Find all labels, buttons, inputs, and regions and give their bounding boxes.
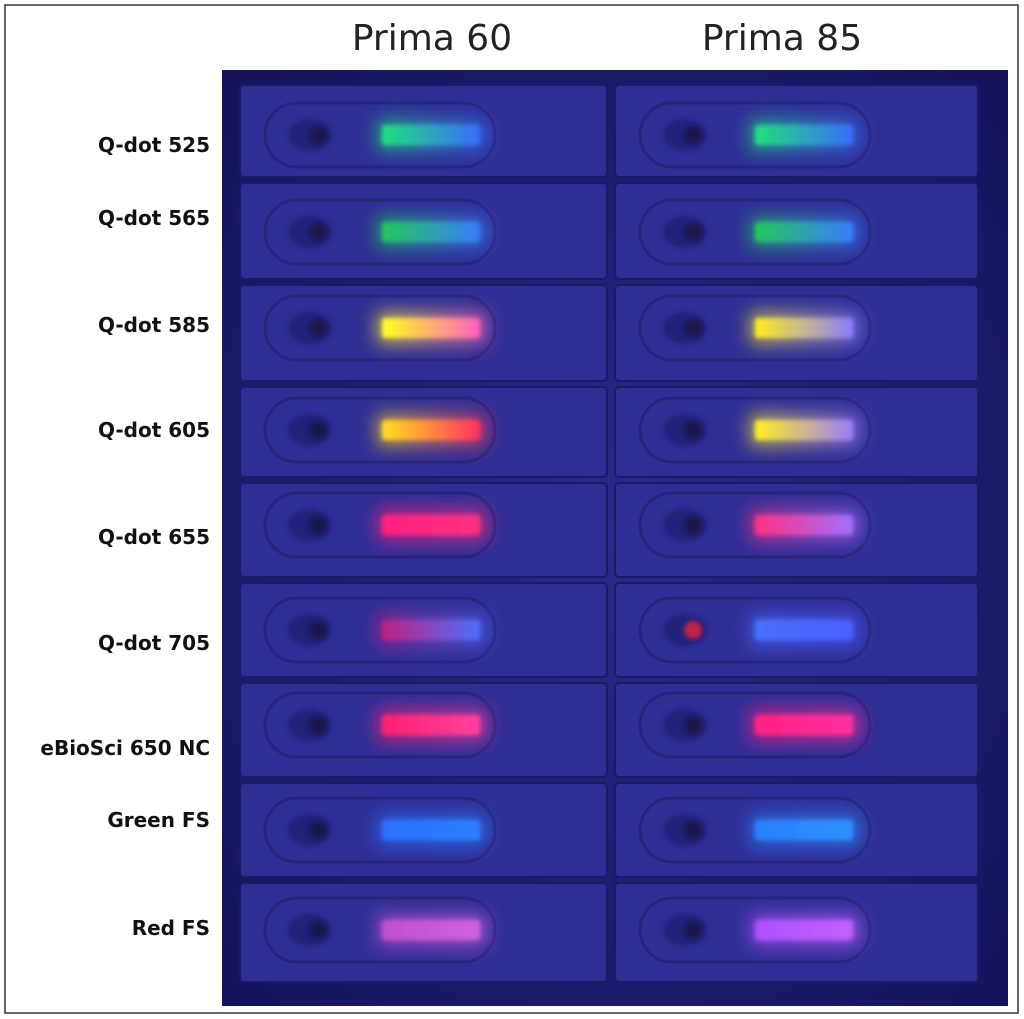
strip-window [638, 596, 872, 664]
band [755, 222, 853, 242]
band [382, 420, 480, 440]
band [755, 620, 853, 640]
well-dot [309, 516, 327, 534]
band [755, 420, 853, 440]
strip-window [638, 396, 872, 464]
column-header: Prima 85 [702, 18, 862, 59]
well-dot [684, 319, 702, 337]
well-dot [684, 126, 702, 144]
row-label: Q-dot 705 [98, 631, 210, 655]
band [755, 715, 853, 735]
well-dot [684, 716, 702, 734]
strip-window [638, 101, 872, 169]
well-dot [309, 821, 327, 839]
band [382, 620, 480, 640]
band [755, 920, 853, 940]
well-dot [684, 421, 702, 439]
band [382, 125, 480, 145]
strip-window [638, 691, 872, 759]
strip-window [638, 491, 872, 559]
band [382, 222, 480, 242]
strip-window [638, 896, 872, 964]
strip-window [263, 491, 497, 559]
band [382, 515, 480, 535]
well-dot [684, 621, 702, 639]
band [382, 820, 480, 840]
strip-window [638, 294, 872, 362]
band [755, 820, 853, 840]
band [382, 715, 480, 735]
row-label: Q-dot 585 [98, 313, 210, 337]
row-label: Q-dot 525 [98, 133, 210, 157]
strip-window [638, 198, 872, 266]
band [755, 318, 853, 338]
band [755, 125, 853, 145]
strip-window [263, 396, 497, 464]
column-header: Prima 60 [352, 18, 512, 59]
well-dot [309, 223, 327, 241]
well-dot [309, 126, 327, 144]
strip-window [638, 796, 872, 864]
well-dot [309, 716, 327, 734]
strip-window [263, 198, 497, 266]
strip-window [263, 294, 497, 362]
row-label: Q-dot 655 [98, 525, 210, 549]
row-label: Q-dot 605 [98, 418, 210, 442]
strip-window [263, 796, 497, 864]
strip-window [263, 596, 497, 664]
well-dot [309, 421, 327, 439]
well-dot [684, 921, 702, 939]
row-label: eBioSci 650 NC [40, 736, 210, 760]
well-dot [684, 516, 702, 534]
well-dot [684, 223, 702, 241]
row-label: Red FS [132, 916, 210, 940]
strip-window [263, 896, 497, 964]
well-dot [684, 821, 702, 839]
row-label: Green FS [107, 808, 210, 832]
well-dot [309, 319, 327, 337]
strip-window [263, 691, 497, 759]
band [755, 515, 853, 535]
well-dot [309, 621, 327, 639]
strip-window [263, 101, 497, 169]
band [382, 920, 480, 940]
row-label: Q-dot 565 [98, 206, 210, 230]
well-dot [309, 921, 327, 939]
band [382, 318, 480, 338]
